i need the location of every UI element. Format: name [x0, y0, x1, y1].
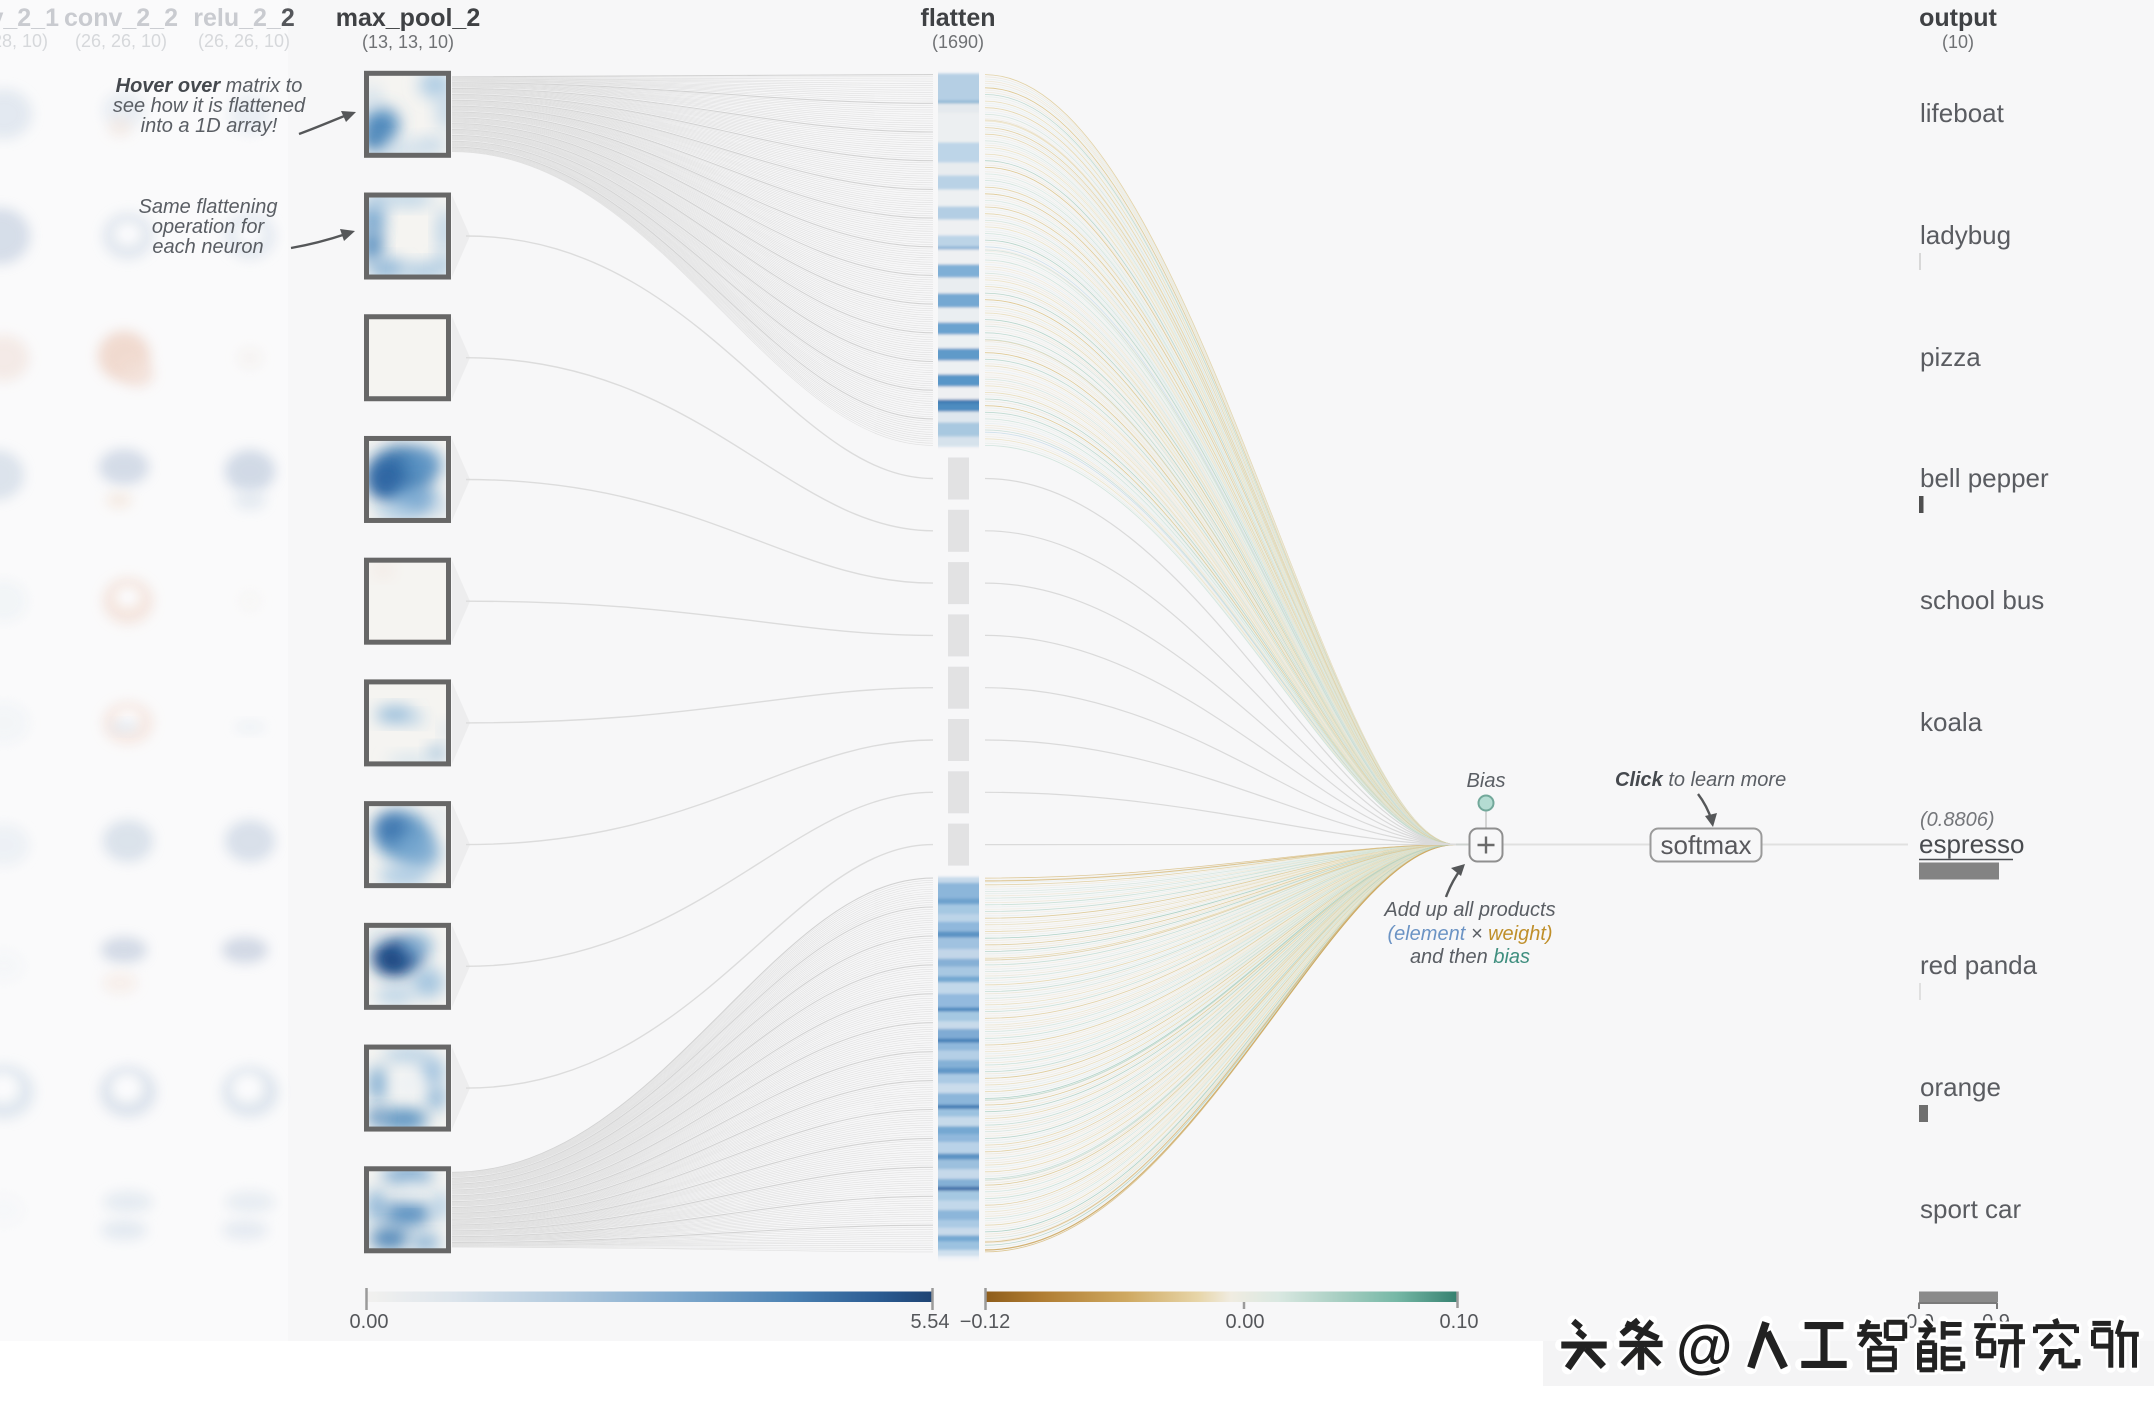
- svg-text:Add up all products: Add up all products: [1383, 899, 1555, 921]
- svg-text:Click to learn more: Click to learn more: [1615, 769, 1786, 791]
- svg-text:@: @: [1676, 1314, 1733, 1379]
- svg-text:(26, 26, 10): (26, 26, 10): [198, 31, 290, 51]
- svg-text:into a 1D array!: into a 1D array!: [141, 115, 278, 137]
- svg-text:(0.8806): (0.8806): [1920, 809, 1995, 831]
- svg-text:orange: orange: [1920, 1072, 2001, 1102]
- svg-text:koala: koala: [1920, 707, 1983, 737]
- svg-text:Same flattening: Same flattening: [139, 196, 278, 218]
- svg-text:bell pepper: bell pepper: [1920, 463, 2049, 493]
- svg-text:sport car: sport car: [1920, 1194, 2021, 1224]
- svg-text:(10): (10): [1942, 32, 1974, 52]
- svg-text:operation for: operation for: [152, 216, 266, 238]
- svg-text:0.00: 0.00: [350, 1311, 389, 1333]
- svg-text:conv_2_1: conv_2_1: [0, 4, 59, 32]
- svg-text:(28, 28, 10): (28, 28, 10): [0, 31, 48, 51]
- svg-text:(13, 13, 10): (13, 13, 10): [362, 32, 454, 52]
- svg-text:softmax: softmax: [1660, 830, 1751, 860]
- svg-text:see how it is flattened: see how it is flattened: [113, 95, 306, 117]
- svg-text:each neuron: each neuron: [152, 236, 263, 258]
- svg-text:Hover over matrix to: Hover over matrix to: [116, 75, 303, 97]
- svg-text:0.10: 0.10: [1440, 1311, 1479, 1333]
- svg-text:relu_2_2: relu_2_2: [193, 4, 294, 32]
- svg-text:school bus: school bus: [1920, 585, 2044, 615]
- svg-text:output: output: [1919, 4, 1997, 32]
- svg-text:@: @: [1676, 1314, 1733, 1379]
- svg-text:pizza: pizza: [1920, 342, 1981, 372]
- svg-text:ladybug: ladybug: [1920, 220, 2011, 250]
- svg-text:conv_2_2: conv_2_2: [64, 4, 178, 32]
- svg-text:and then bias: and then bias: [1410, 946, 1530, 968]
- svg-text:(element × weight): (element × weight): [1387, 923, 1552, 945]
- svg-text:espresso: espresso: [1919, 829, 2025, 859]
- svg-text:(26, 26, 10): (26, 26, 10): [75, 31, 167, 51]
- svg-text:(1690): (1690): [932, 32, 984, 52]
- svg-text:0.00: 0.00: [1226, 1311, 1265, 1333]
- svg-text:lifeboat: lifeboat: [1920, 98, 2005, 128]
- svg-text:max_pool_2: max_pool_2: [336, 4, 481, 32]
- svg-text:−0.12: −0.12: [960, 1311, 1011, 1333]
- svg-text:flatten: flatten: [921, 4, 996, 32]
- svg-text:5.54: 5.54: [911, 1311, 950, 1333]
- svg-text:Bias: Bias: [1467, 770, 1506, 792]
- svg-text:red panda: red panda: [1920, 950, 2038, 980]
